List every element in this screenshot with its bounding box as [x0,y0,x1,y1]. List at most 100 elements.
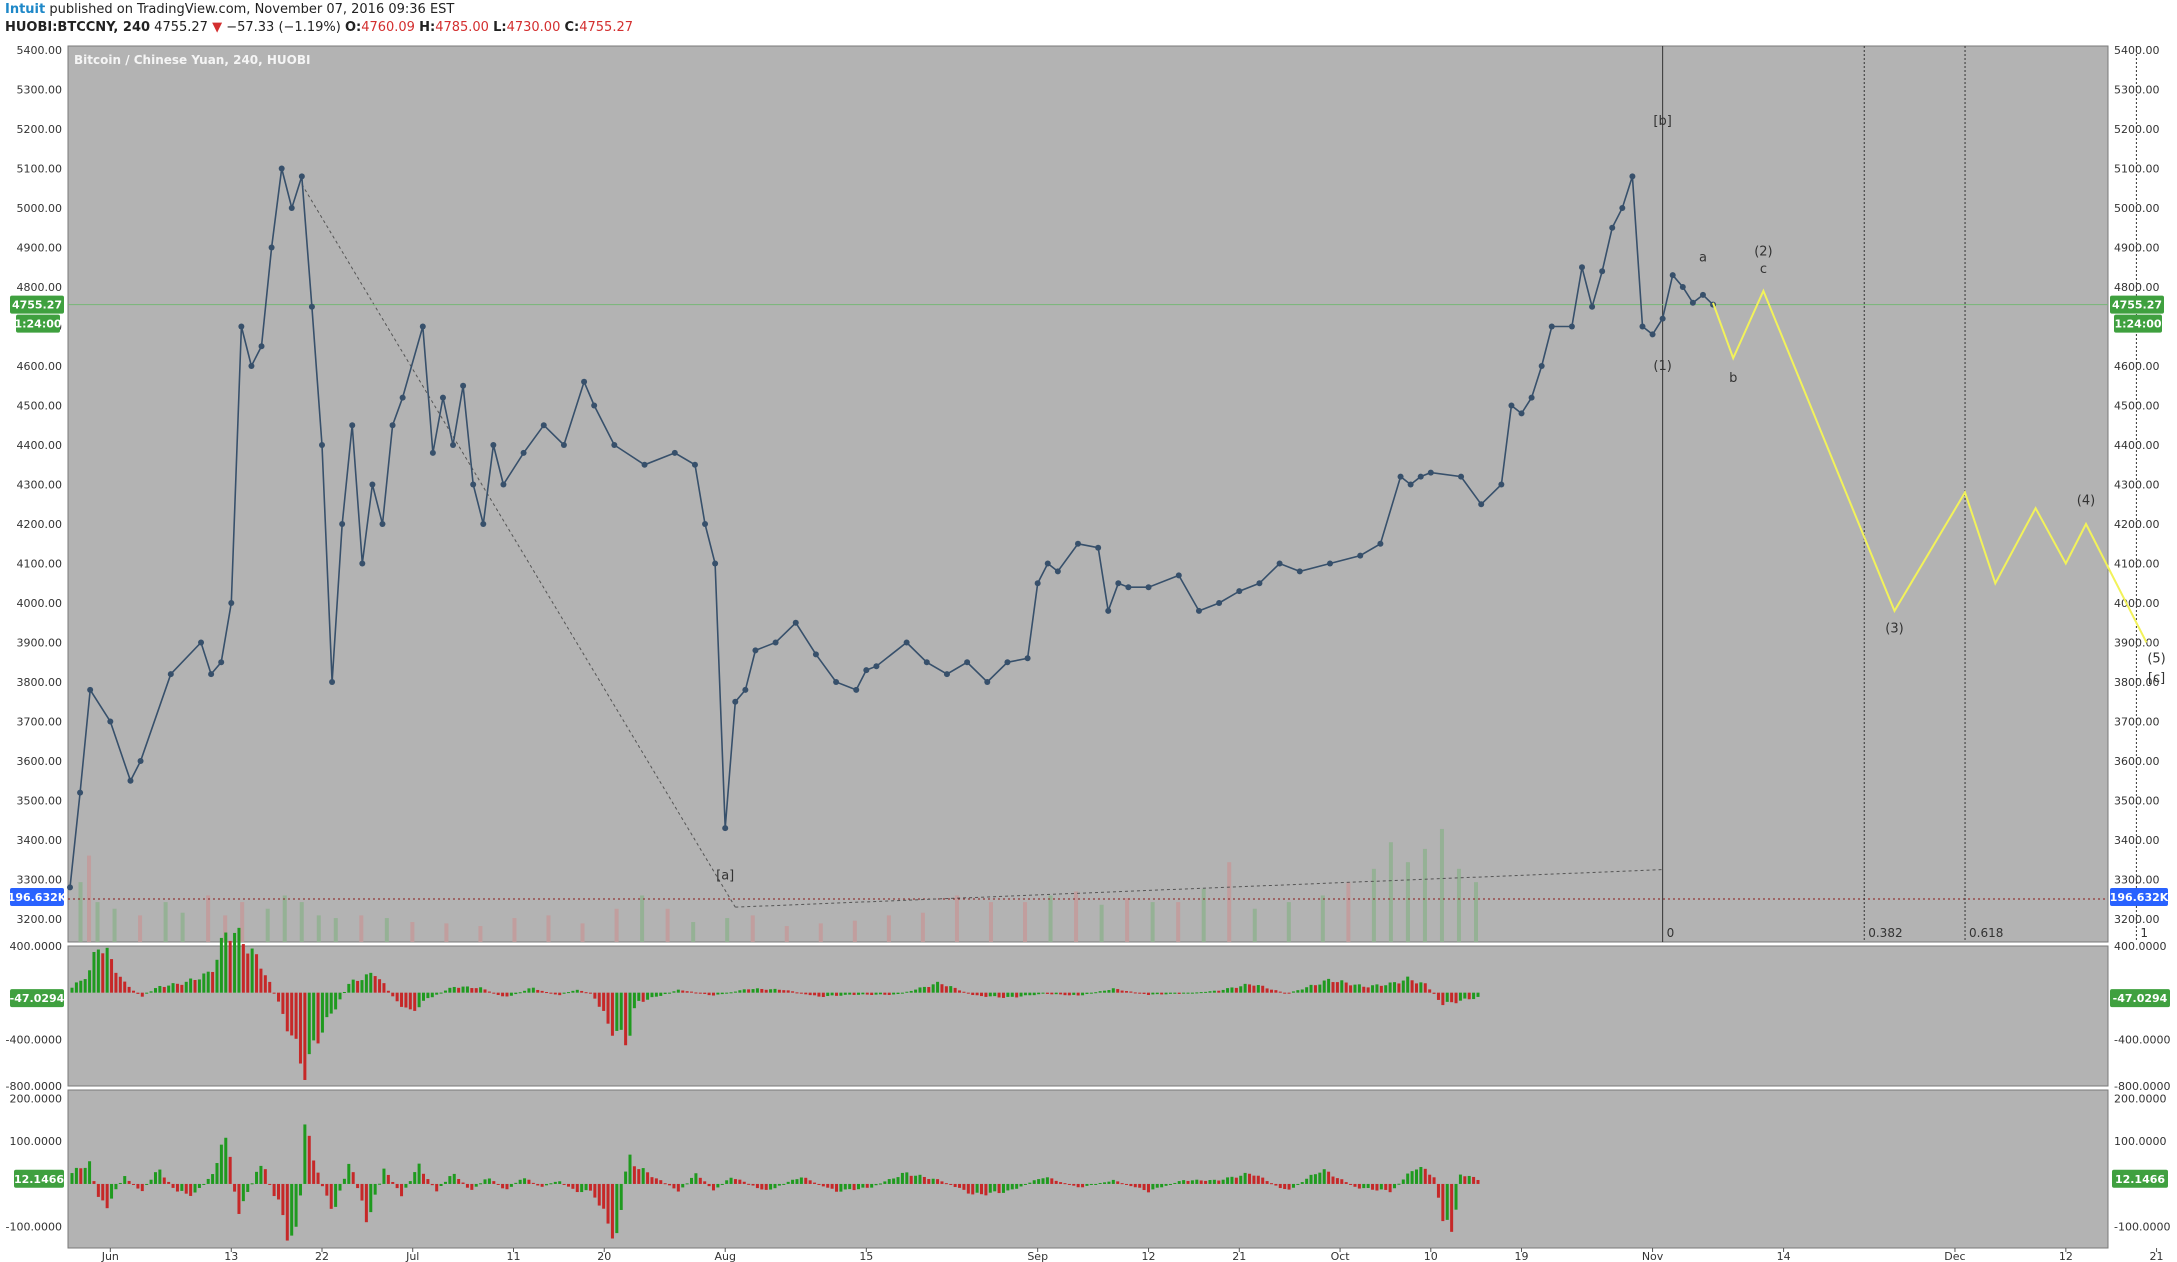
momentum-histogram-bar [426,992,430,999]
oscillator-histogram-bar [184,1183,188,1194]
momentum-histogram-bar [404,992,408,1008]
publisher-link[interactable]: Intuit [5,2,46,17]
oscillator-histogram-bar [101,1183,105,1201]
momentum-histogram-bar [1125,991,1128,993]
oscillator-histogram-bar [1208,1180,1212,1184]
published-text: published on TradingView.com, November 0… [49,2,455,17]
momentum-histogram-bar [764,989,768,993]
momentum-histogram-bar [729,992,733,994]
chart-canvas[interactable]: 5400.005400.005300.005300.005200.005200.… [0,42,2177,1262]
oscillator-histogram-bar [1436,1183,1440,1198]
price-tick-left: 3400.00 [17,834,63,847]
price-point [288,205,295,211]
price-tick-left: 3300.00 [17,874,63,887]
momentum-histogram-bar [400,992,404,1007]
oscillator-histogram-bar [799,1177,803,1184]
volume-bar [886,915,891,942]
volume-bar [512,918,517,942]
momentum-histogram-bar [356,980,360,993]
oscillator-histogram-bar [707,1183,711,1187]
fib-level-label: 1 [2140,926,2148,940]
oscillator-histogram-bar [1037,1179,1041,1184]
price-point [964,659,971,666]
oscillator-histogram-bar [268,1183,272,1185]
momentum-histogram-bar [958,990,962,993]
momentum-histogram-bar [83,979,87,993]
wave-projection-path [1712,288,2148,643]
oscillator-histogram-bar [83,1167,87,1184]
volume-bar [1346,882,1351,942]
oscillator-histogram-bar [351,1172,355,1184]
momentum-histogram-bar [1063,992,1067,996]
momentum-histogram-bar [690,991,694,993]
momentum-histogram-bar [246,953,250,993]
volume-bar [1474,882,1478,942]
open-value: 4760.09 [361,20,415,35]
momentum-histogram-bar [782,990,786,993]
momentum-histogram-bar [1133,992,1137,994]
momentum-histogram-bar [606,992,610,1024]
oscillator-histogram-bar [830,1183,834,1189]
oscillator-histogram-bar [1261,1177,1265,1184]
momentum-histogram-bar [1226,988,1230,993]
oscillator-histogram-bar [263,1169,267,1184]
price-tick-right: 4300.00 [2114,479,2160,492]
momentum-histogram-bar [391,992,395,997]
momentum-histogram-bar [725,992,729,994]
momentum-histogram-bar [777,989,781,993]
momentum-histogram-bar [927,987,931,993]
momentum-histogram-bar [1001,992,1005,998]
momentum-histogram-bar [909,990,913,993]
oscillator-histogram-bar [1164,1183,1168,1186]
price-point [1669,272,1676,279]
oscillator-histogram-bar [518,1179,522,1184]
momentum-histogram-bar [632,992,636,1009]
oscillator-histogram-bar [909,1175,913,1184]
momentum-histogram-bar [417,992,421,1008]
oscillator-histogram-bar [1375,1183,1379,1191]
x-tick-label: Jul [405,1250,419,1262]
oscillator-histogram-bar [233,1183,237,1192]
momentum-histogram-bar [1010,992,1014,997]
momentum-histogram-bar [259,968,263,993]
momentum-histogram-bar [786,990,790,993]
momentum-histogram-bar [566,992,570,994]
price-point [470,481,477,488]
momentum-histogram-bar [949,986,953,993]
oscillator-histogram-bar [1125,1183,1128,1185]
oscillator-histogram-bar [1023,1183,1027,1185]
volume-bar [1252,908,1257,942]
momentum-histogram-tick-left: -800.0000 [6,1080,62,1093]
price-point [1548,323,1555,330]
oscillator-histogram-bar [826,1183,830,1188]
momentum-histogram-bar [461,986,465,993]
momentum-histogram-tick-left: 400.0000 [10,940,63,953]
oscillator-histogram-bar [145,1183,149,1185]
momentum-histogram-bar [584,992,588,994]
momentum-histogram-bar [804,992,808,995]
momentum-badge-left: -47.0294 [10,992,65,1005]
fib-level-label: 0 [1667,926,1675,940]
momentum-histogram-bar [1173,992,1177,994]
oscillator-histogram-bar [1173,1182,1177,1184]
momentum-histogram-bar [1463,992,1467,999]
momentum-histogram-bar [1274,990,1278,993]
oscillator-histogram-bar [1063,1183,1067,1185]
oscillator-histogram-bar [1212,1179,1216,1184]
oscillator-histogram-bar [527,1179,531,1184]
oscillator-histogram-bar [1428,1174,1432,1184]
high-value: 4785.00 [435,20,489,35]
price-point [127,777,134,784]
oscillator-histogram-tick-right: 200.0000 [2114,1093,2167,1106]
oscillator-histogram-bar [1327,1171,1331,1184]
oscillator-histogram-tick-right: 100.0000 [2114,1135,2167,1148]
momentum-histogram-bar [716,992,720,995]
momentum-histogram-bar [1028,992,1032,996]
momentum-histogram-bar [1234,987,1238,993]
oscillator-histogram-bar [610,1183,614,1239]
oscillator-histogram-bar [1195,1179,1199,1184]
oscillator-histogram-bar [575,1183,579,1193]
oscillator-histogram-bar [426,1179,430,1184]
price-point [1619,205,1626,211]
oscillator-histogram-bar [698,1177,702,1184]
